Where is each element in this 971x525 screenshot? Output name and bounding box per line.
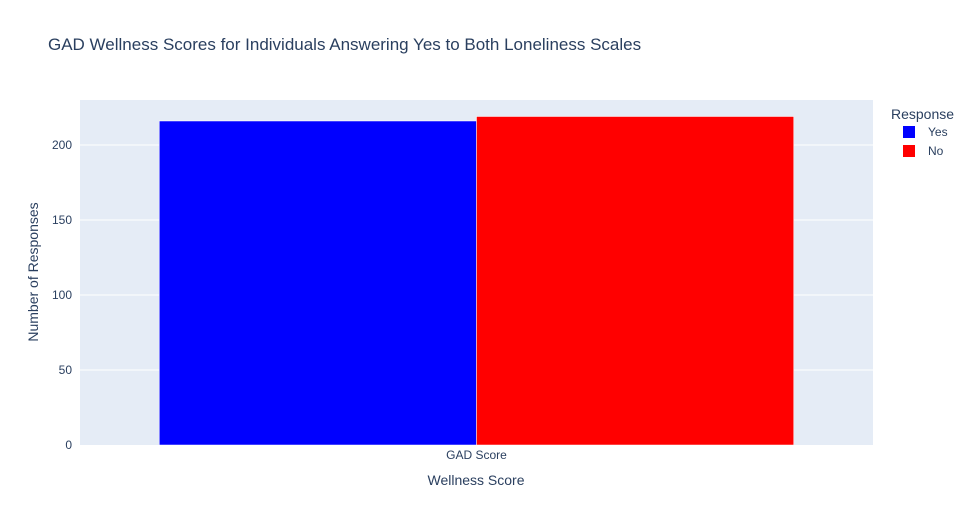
y-tick-label: 100 xyxy=(52,288,72,302)
bars xyxy=(159,116,794,446)
legend-label-yes: Yes xyxy=(928,125,948,139)
x-tick-label: GAD Score xyxy=(446,448,507,462)
chart-title: GAD Wellness Scores for Individuals Answ… xyxy=(48,35,641,54)
y-axis-title: Number of Responses xyxy=(25,202,41,341)
x-axis-ticks: GAD Score xyxy=(446,448,507,462)
bar-yes[interactable] xyxy=(159,120,477,446)
x-axis-title: Wellness Score xyxy=(427,472,524,488)
legend-label-no: No xyxy=(928,144,944,158)
y-tick-label: 150 xyxy=(52,213,72,227)
y-tick-label: 200 xyxy=(52,138,72,152)
y-tick-label: 0 xyxy=(65,438,72,452)
legend[interactable]: Response Yes No xyxy=(891,106,954,158)
legend-title: Response xyxy=(891,106,954,122)
legend-swatch-no xyxy=(903,145,915,157)
y-axis-ticks: 0 50 100 150 200 xyxy=(52,138,72,452)
y-tick-label: 50 xyxy=(59,363,73,377)
legend-swatch-yes xyxy=(903,126,915,138)
bar-no[interactable] xyxy=(476,116,794,446)
